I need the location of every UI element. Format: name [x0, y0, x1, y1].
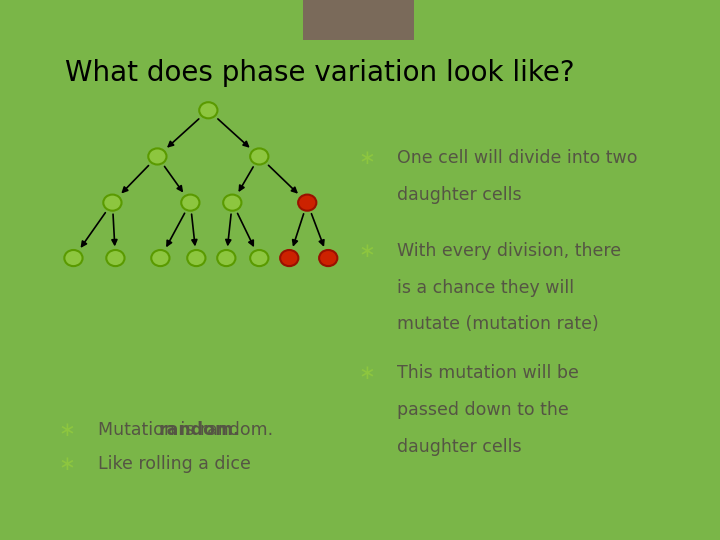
Ellipse shape [103, 194, 122, 211]
Text: mutate (mutation rate): mutate (mutation rate) [397, 315, 599, 333]
Text: ∗: ∗ [359, 364, 375, 383]
Ellipse shape [107, 250, 125, 266]
Text: With every division, there: With every division, there [397, 242, 621, 260]
Ellipse shape [298, 194, 316, 211]
Text: What does phase variation look like?: What does phase variation look like? [65, 59, 575, 87]
Text: passed down to the: passed down to the [397, 401, 569, 419]
FancyBboxPatch shape [303, 0, 413, 40]
Text: This mutation will be: This mutation will be [397, 364, 579, 382]
Ellipse shape [64, 250, 83, 266]
Ellipse shape [148, 148, 166, 165]
Text: Like rolling a dice: Like rolling a dice [98, 455, 251, 474]
Ellipse shape [217, 250, 235, 266]
Text: ∗: ∗ [359, 242, 375, 261]
Text: random.: random. [158, 421, 240, 439]
Text: daughter cells: daughter cells [397, 186, 522, 204]
Ellipse shape [199, 102, 217, 118]
Text: One cell will divide into two: One cell will divide into two [397, 149, 638, 167]
Text: ∗: ∗ [359, 149, 375, 168]
Ellipse shape [280, 250, 298, 266]
Ellipse shape [223, 194, 241, 211]
Text: ∗: ∗ [58, 421, 76, 440]
Ellipse shape [319, 250, 338, 266]
Text: ∗: ∗ [58, 455, 76, 474]
Ellipse shape [151, 250, 169, 266]
Ellipse shape [187, 250, 205, 266]
Text: Mutation is random.: Mutation is random. [98, 421, 273, 439]
Ellipse shape [250, 250, 269, 266]
Text: is a chance they will: is a chance they will [397, 279, 575, 296]
Text: daughter cells: daughter cells [397, 437, 522, 456]
Ellipse shape [250, 148, 269, 165]
Ellipse shape [181, 194, 199, 211]
